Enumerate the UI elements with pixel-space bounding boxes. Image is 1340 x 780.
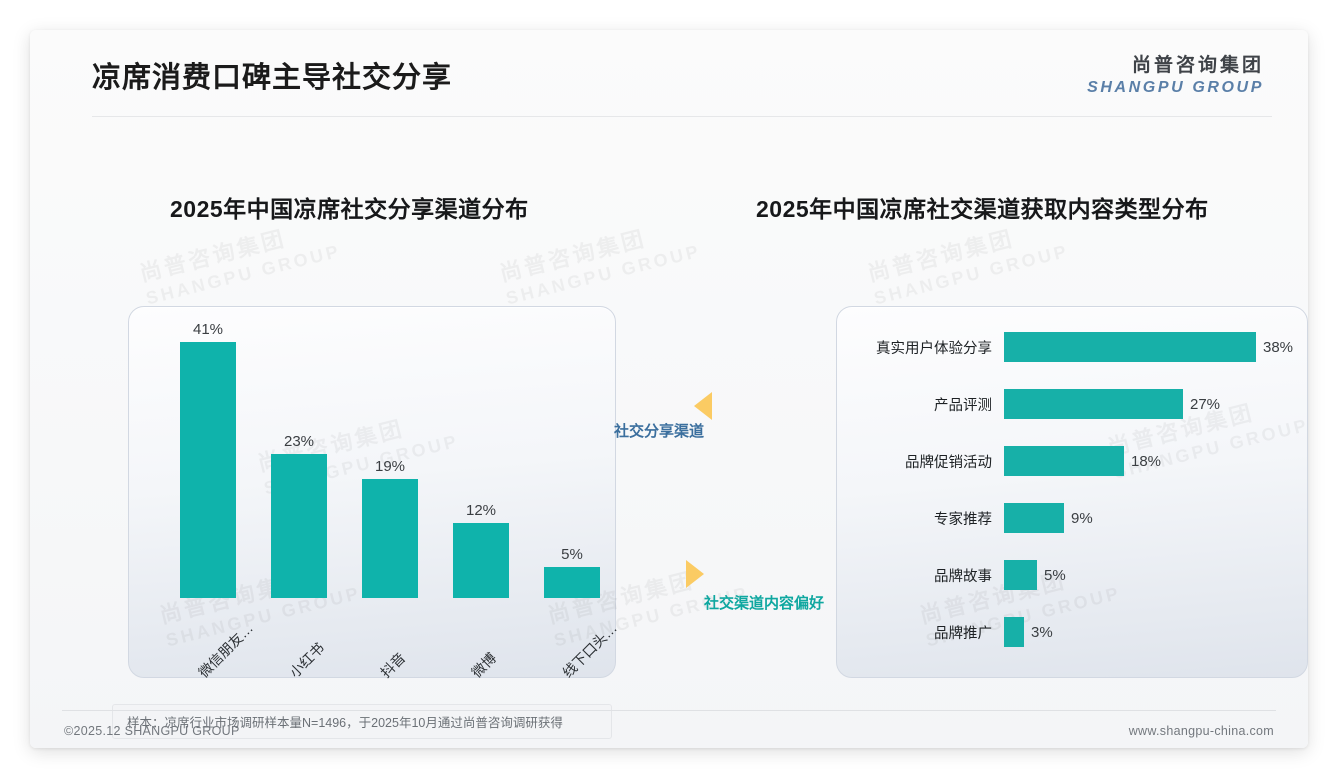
column-value-label: 41%	[192, 321, 224, 338]
footer-website[interactable]: www.shangpu-china.com	[1128, 724, 1274, 738]
bar-fill[interactable]	[1004, 332, 1256, 362]
annotation-label: 社交分享渠道	[614, 423, 705, 440]
footer-divider	[62, 710, 1276, 711]
bar-category-label: 品牌促销活动	[905, 454, 992, 471]
chart-title-left: 2025年中国凉席社交分享渠道分布	[170, 196, 529, 222]
page-title: 凉席消费口碑主导社交分享	[92, 62, 453, 94]
bar-value-label: 5%	[1044, 566, 1066, 584]
triangle-right-icon	[686, 560, 704, 588]
bar-track: 5%	[1004, 560, 1306, 590]
bar-category-label: 品牌推广	[934, 625, 992, 642]
slide-footer: ©2025.12 SHANGPU GROUP www.shangpu-china…	[30, 718, 1308, 748]
column-value-label: 5%	[561, 546, 583, 563]
bar-category-label: 产品评测	[934, 397, 992, 414]
column-bar[interactable]	[453, 523, 509, 598]
bar-track: 18%	[1004, 446, 1306, 476]
column-value-label: 12%	[465, 502, 497, 519]
slide-canvas: 尚普咨询集团 SHANGPU GROUP 尚普咨询集团 SHANGPU GROU…	[30, 30, 1308, 748]
chart-panel-right	[836, 306, 1308, 678]
column-category-label: 线下口头…	[559, 619, 621, 681]
bar-row: 品牌故事 5%	[836, 560, 1306, 590]
column-category-label: 微博	[468, 649, 500, 681]
chart-title-right: 2025年中国凉席社交渠道获取内容类型分布	[756, 196, 1209, 222]
bar-category-label: 品牌故事	[934, 568, 992, 585]
column-category-label: 微信朋友…	[195, 619, 257, 681]
bar-value-label: 3%	[1031, 623, 1053, 641]
annotation-label: 社交渠道内容偏好	[704, 595, 825, 612]
bar-row: 真实用户体验分享 38%	[836, 332, 1306, 362]
slide-header: 凉席消费口碑主导社交分享 尚普咨询集团 SHANGPU GROUP	[30, 30, 1308, 116]
column-bar[interactable]	[362, 479, 418, 598]
column-bar[interactable]	[544, 567, 600, 598]
bar-value-label: 18%	[1131, 452, 1162, 470]
bar-fill[interactable]	[1004, 389, 1183, 419]
bar-row: 品牌促销活动 18%	[836, 446, 1306, 476]
bar-fill[interactable]	[1004, 617, 1024, 647]
bar-track: 9%	[1004, 503, 1306, 533]
bar-value-label: 38%	[1263, 338, 1294, 356]
bar-fill[interactable]	[1004, 503, 1064, 533]
column-category-label: 小红书	[286, 639, 328, 681]
bar-category-label: 真实用户体验分享	[876, 340, 992, 357]
watermark: 尚普咨询集团 SHANGPU GROUP	[865, 213, 1071, 310]
bar-category-label: 专家推荐	[934, 511, 992, 528]
bar-track: 38%	[1004, 332, 1306, 362]
sample-note: 样本：凉席行业市场调研样本量N=1496，于2025年10月通过尚普咨询调研获得	[112, 704, 612, 739]
header-divider	[92, 116, 1272, 117]
brand-logo: 尚普咨询集团 SHANGPU GROUP	[1087, 56, 1264, 96]
watermark-en: SHANGPU GROUP	[504, 239, 704, 309]
watermark-en: SHANGPU GROUP	[144, 239, 344, 309]
column-value-label: 23%	[283, 433, 315, 450]
watermark: 尚普咨询集团 SHANGPU GROUP	[137, 213, 343, 310]
column-bar[interactable]	[180, 342, 236, 598]
column-bar[interactable]	[271, 454, 327, 598]
column-category-label: 抖音	[377, 649, 409, 681]
bar-track: 3%	[1004, 617, 1306, 647]
bar-value-label: 9%	[1071, 509, 1093, 527]
column-value-label: 19%	[374, 458, 406, 475]
bar-row: 品牌推广 3%	[836, 617, 1306, 647]
logo-english-text: SHANGPU GROUP	[1087, 79, 1264, 96]
bar-row: 产品评测 27%	[836, 389, 1306, 419]
social-share-channel-column-chart: 41% 微信朋友… 23% 小红书 19% 抖音 12% 微博 5% 线下口头…	[128, 300, 620, 690]
bar-track: 27%	[1004, 389, 1306, 419]
watermark: 尚普咨询集团 SHANGPU GROUP	[497, 213, 703, 310]
triangle-left-icon	[694, 392, 712, 420]
logo-chinese-text: 尚普咨询集团	[1131, 55, 1264, 76]
bar-value-label: 27%	[1190, 395, 1221, 413]
bar-row: 专家推荐 9%	[836, 503, 1306, 533]
footer-copyright: ©2025.12 SHANGPU GROUP	[64, 724, 240, 738]
content-type-bar-chart: 真实用户体验分享 38% 产品评测 27% 品牌促销活动 18% 专家推荐	[836, 306, 1306, 676]
bar-fill[interactable]	[1004, 446, 1124, 476]
watermark-en: SHANGPU GROUP	[872, 239, 1072, 309]
bar-fill[interactable]	[1004, 560, 1037, 590]
